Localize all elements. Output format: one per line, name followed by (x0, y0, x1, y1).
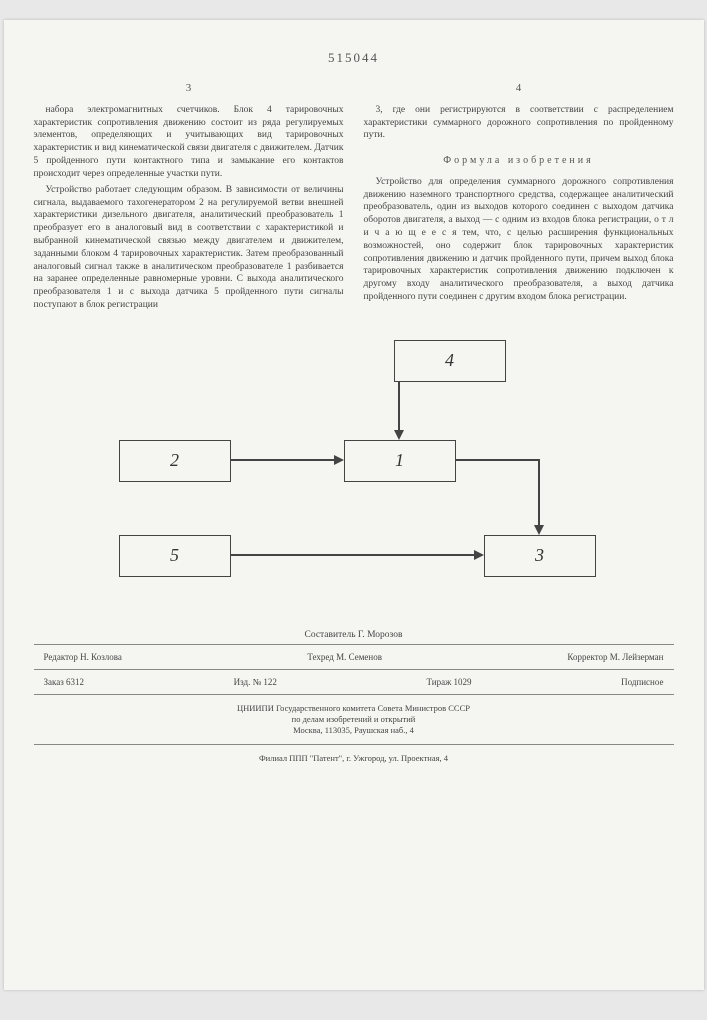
footer-credits: Редактор Н. Козлова Техред М. Семенов Ко… (34, 649, 674, 665)
compiler-line: Составитель Г. Морозов (34, 630, 674, 640)
techred-cell: Техред М. Семенов (307, 652, 382, 662)
corrector-name: М. Лейзерман (610, 652, 664, 662)
tirazh-value: 1029 (454, 677, 472, 687)
right-col-number: 4 (364, 81, 674, 96)
org-line-3: Москва, 113035, Раушская наб., 4 (34, 725, 674, 736)
block-3-label: 3 (535, 545, 544, 566)
izd-value: 122 (263, 677, 277, 687)
arrow-2-to-1 (231, 459, 336, 461)
arrow-head-4-to-1 (394, 430, 404, 440)
org-line-2: по делам изобретений и открытий (34, 714, 674, 725)
arrow-head-1-to-3 (534, 525, 544, 535)
arrow-1-to-3-v (538, 459, 540, 527)
block-2: 2 (119, 440, 231, 482)
arrow-1-to-3-h (456, 459, 538, 461)
document-page: 515044 3 набора электромагнитных счетчик… (4, 20, 704, 990)
right-column: 4 3, где они регистрируются в соответств… (364, 81, 674, 315)
tirazh-label: Тираж (426, 677, 451, 687)
corrector-label: Корректор (567, 652, 607, 662)
arrow-4-to-1 (398, 382, 400, 432)
org-line-1: ЦНИИПИ Государственного комитета Совета … (34, 703, 674, 714)
techred-name: М. Семенов (336, 652, 382, 662)
block-1: 1 (344, 440, 456, 482)
block-2-label: 2 (170, 450, 179, 471)
text-columns: 3 набора электромагнитных счетчиков. Бло… (34, 81, 674, 315)
org-line-4: Филиал ППП "Патент", г. Ужгород, ул. Про… (34, 749, 674, 768)
techred-label: Техред (307, 652, 334, 662)
footer-rule-1 (34, 644, 674, 645)
podpisnoe: Подписное (621, 677, 663, 687)
right-para-2: Устройство для определения суммарного до… (364, 176, 674, 304)
left-para-1: набора электромагнитных счетчиков. Блок … (34, 104, 344, 181)
izd-cell: Изд. № 122 (234, 677, 277, 687)
left-col-number: 3 (34, 81, 344, 96)
right-para-1: 3, где они регистрируются в соответствии… (364, 104, 674, 142)
block-4: 4 (394, 340, 506, 382)
editor-label: Редактор (44, 652, 78, 662)
left-para-2: Устройство работает следующим образом. В… (34, 184, 344, 312)
arrow-head-5-to-3 (474, 550, 484, 560)
footer: Составитель Г. Морозов Редактор Н. Козло… (34, 630, 674, 768)
arrow-head-2-to-1 (334, 455, 344, 465)
formula-heading: Формула изобретения (364, 154, 674, 168)
footer-rule-3 (34, 694, 674, 695)
editor-cell: Редактор Н. Козлова (44, 652, 122, 662)
footer-print-info: Заказ 6312 Изд. № 122 Тираж 1029 Подписн… (34, 674, 674, 690)
order-cell: Заказ 6312 (44, 677, 85, 687)
tirazh-cell: Тираж 1029 (426, 677, 471, 687)
izd-label: Изд. № (234, 677, 262, 687)
block-5: 5 (119, 535, 231, 577)
arrow-5-to-3 (231, 554, 476, 556)
block-5-label: 5 (170, 545, 179, 566)
footer-rule-4 (34, 744, 674, 745)
block-1-label: 1 (395, 450, 404, 471)
order-label: Заказ (44, 677, 64, 687)
footer-rule-2 (34, 669, 674, 670)
block-diagram: 4 2 1 5 3 (34, 340, 674, 600)
order-value: 6312 (66, 677, 84, 687)
footer-org: ЦНИИПИ Государственного комитета Совета … (34, 699, 674, 740)
left-column: 3 набора электромагнитных счетчиков. Бло… (34, 81, 344, 315)
document-number: 515044 (34, 50, 674, 66)
block-3: 3 (484, 535, 596, 577)
editor-name: Н. Козлова (80, 652, 122, 662)
block-4-label: 4 (445, 350, 454, 371)
corrector-cell: Корректор М. Лейзерман (567, 652, 663, 662)
